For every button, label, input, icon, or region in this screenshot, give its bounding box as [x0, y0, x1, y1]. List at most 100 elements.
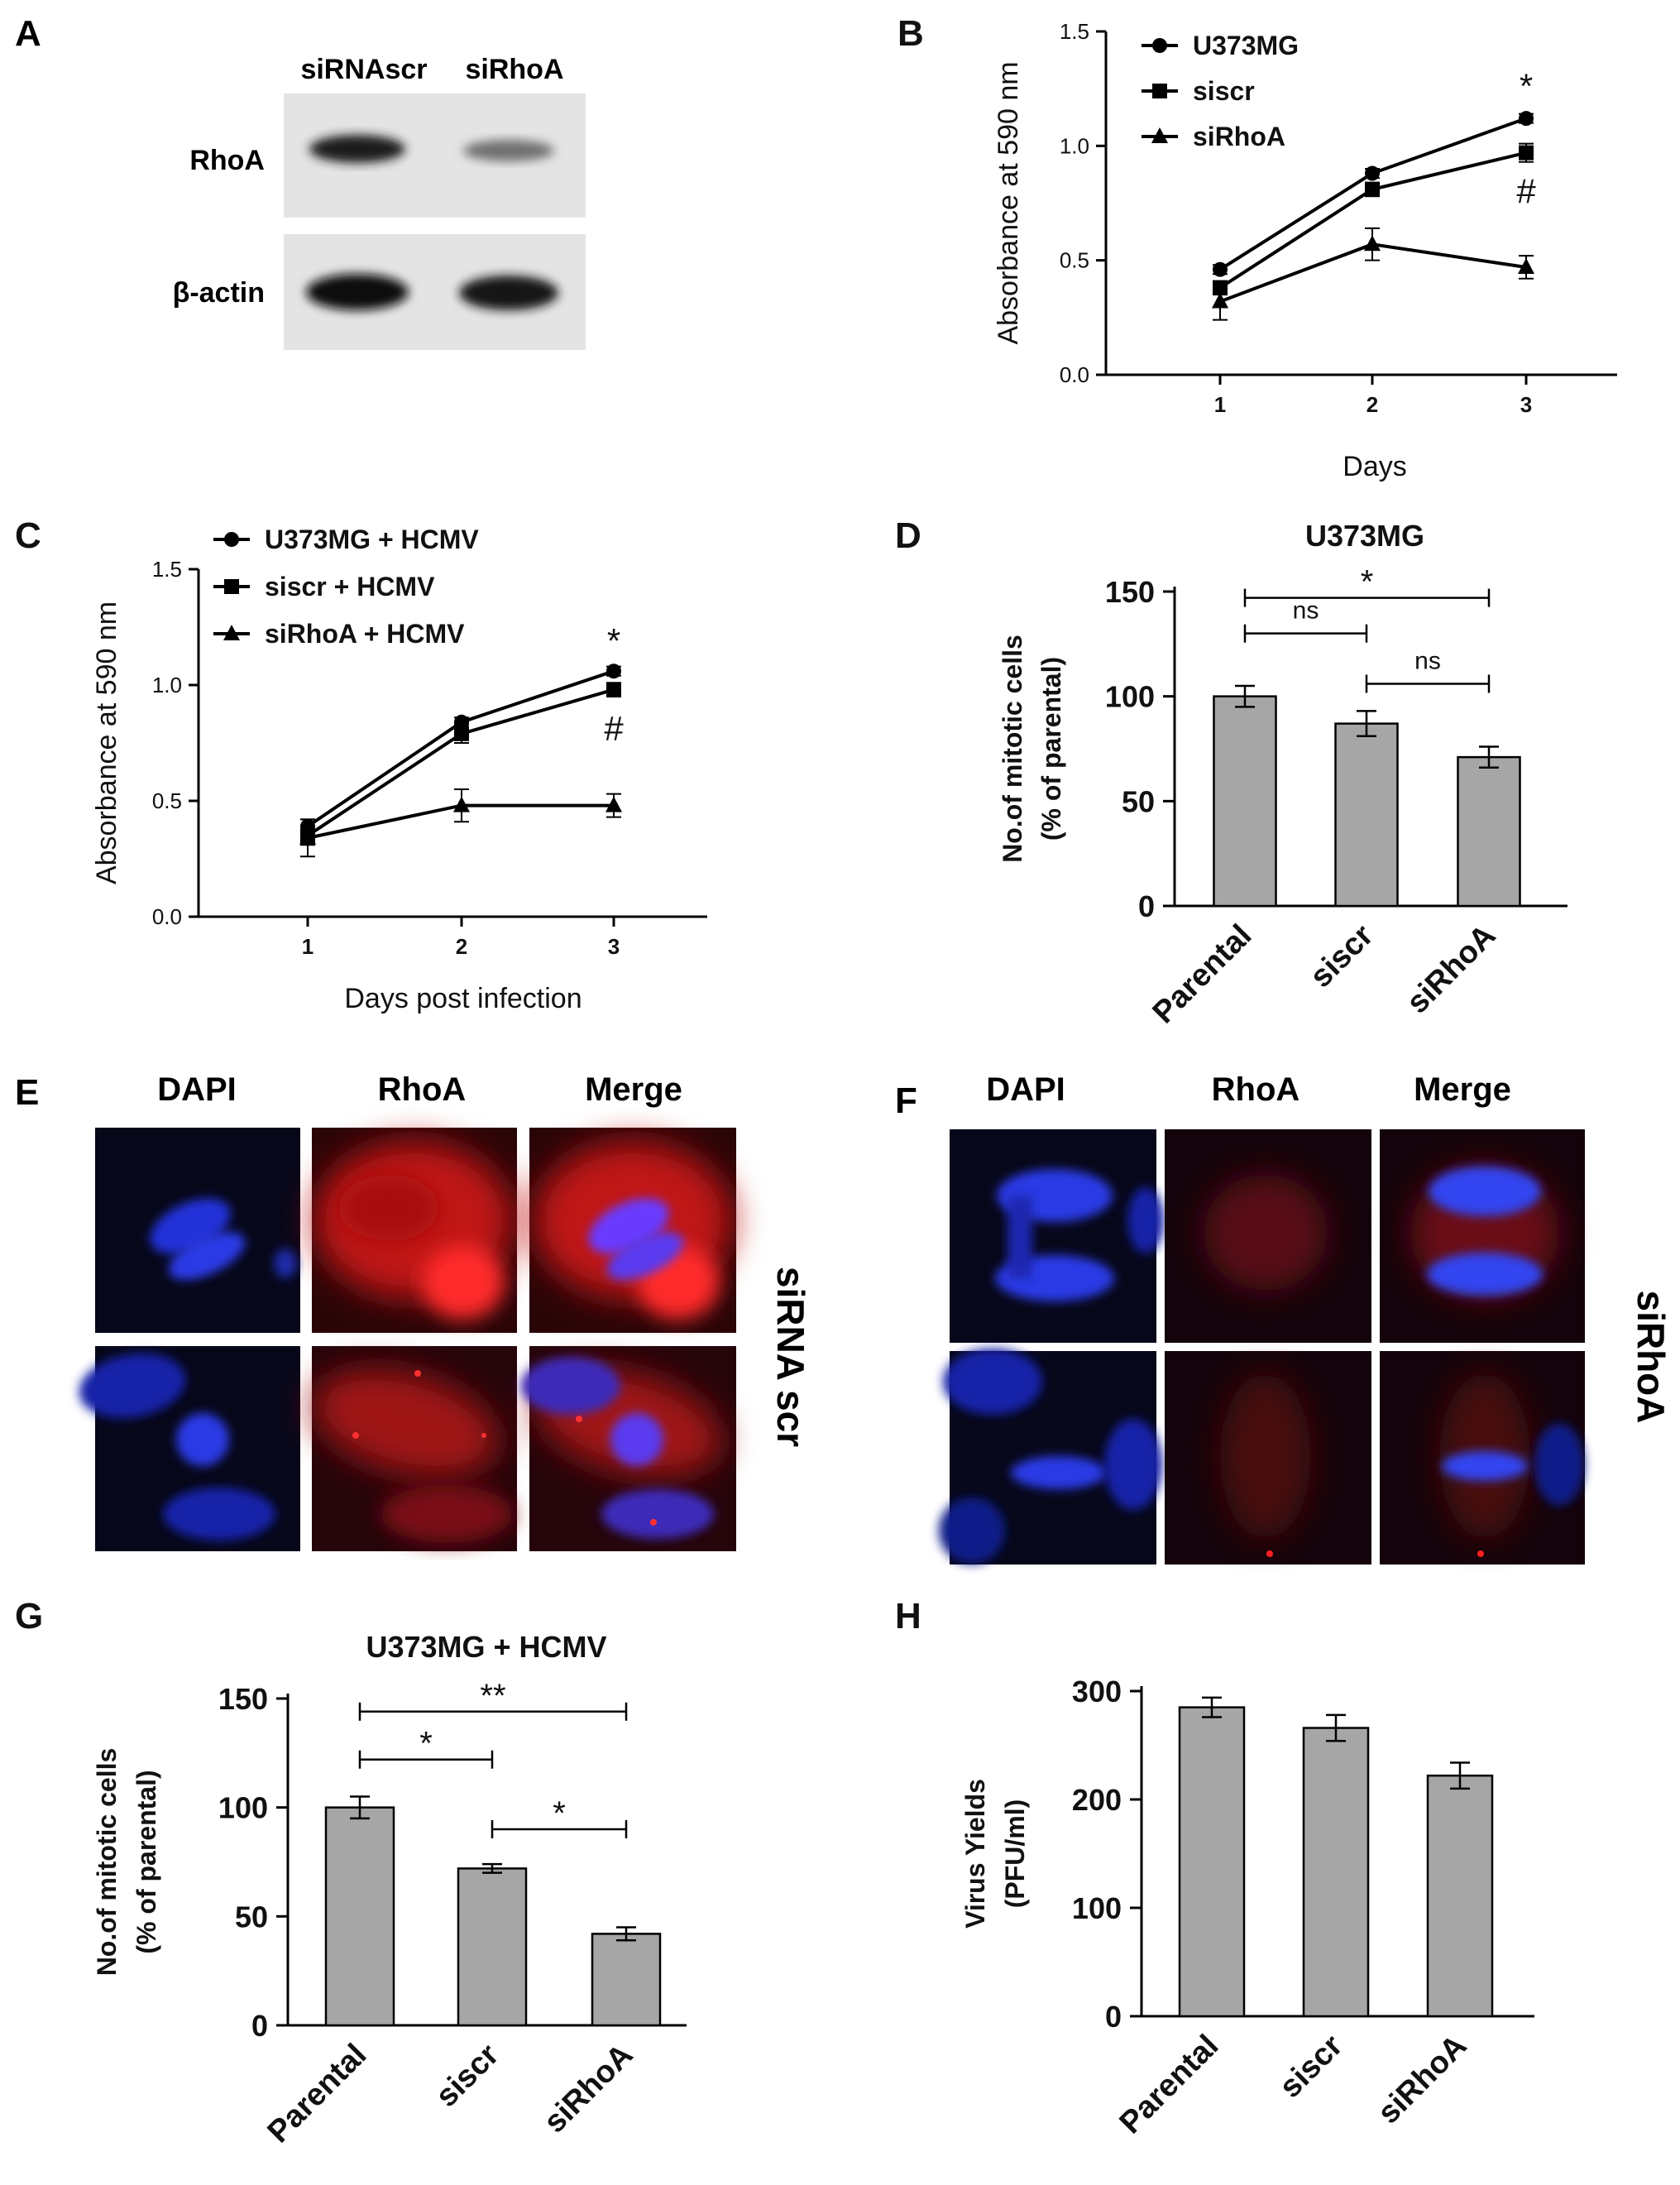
data-point [224, 579, 239, 594]
micrograph-merge [521, 1346, 736, 1551]
bar [1457, 755, 1521, 908]
data-point [1519, 145, 1534, 161]
column-label-rhoa: RhoA [378, 1071, 467, 1108]
x-tick-label: siRhoA [538, 2038, 640, 2140]
y-axis-label: (% of parental) [1036, 657, 1066, 841]
y-axis-label: Absorbance at 590 nm [91, 601, 122, 884]
chart-c: C 0.0 0.5 1.0 1.5 1 2 3 Days post infection Absor… [15, 515, 707, 1014]
chart-title: U373MG + HCMV [366, 1630, 606, 1664]
data-point [223, 625, 240, 640]
x-tick-label: 3 [1520, 392, 1532, 417]
micrograph-rhoa [312, 1128, 517, 1333]
column-label-dapi: DAPI [157, 1071, 237, 1108]
chart-b: B 0.0 0.5 1.0 1.5 1 2 3 Days Absorbance at 590 nm… [897, 13, 1617, 482]
data-point [1519, 111, 1534, 127]
significance-label: ns [1414, 647, 1441, 674]
y-tick-label: 0 [1105, 2000, 1122, 2034]
micrograph-rhoa [312, 1346, 517, 1551]
data-point [453, 796, 470, 812]
x-tick-label: Parental [261, 2038, 374, 2150]
annotation: * [1520, 66, 1533, 105]
data-point [1365, 165, 1380, 181]
y-tick-label: 0.5 [1060, 248, 1089, 273]
data-point [605, 796, 622, 812]
blot-row-label: RhoA [189, 145, 265, 176]
significance-label: * [1361, 564, 1374, 601]
y-tick-label: 150 [1105, 575, 1155, 609]
x-tick-label: siscr [1304, 918, 1381, 995]
y-axis-label: No.of mitotic cells [998, 635, 1027, 863]
blot-row-label: β-actin [173, 277, 265, 309]
y-tick-label: 150 [218, 1682, 268, 1716]
legend-label: U373MG + HCMV [265, 525, 479, 554]
y-tick-label: 0 [251, 2009, 268, 2043]
significance-label: ** [480, 1678, 505, 1714]
data-point [454, 726, 469, 741]
significance-label: ns [1293, 597, 1319, 625]
panel-letter-f: F [895, 1081, 917, 1121]
x-axis-label: Days post infection [344, 983, 582, 1014]
bar [1426, 1774, 1494, 2018]
y-axis-label: (% of parental) [132, 1770, 161, 1953]
annotation: # [1516, 172, 1536, 211]
x-tick-label: 2 [1366, 392, 1378, 417]
bar [324, 1806, 395, 2027]
legend-label: U373MG [1193, 31, 1299, 60]
blot-lane-label: siRhoA [466, 54, 564, 85]
micrograph-merge [529, 1128, 736, 1333]
side-label: siRNA scr [769, 1267, 812, 1447]
y-tick-label: 100 [1105, 680, 1155, 714]
x-axis-label: Days [1343, 451, 1406, 482]
chart-g: G U373MG + HCMV 0 50 100 150 No.of mitotic cel… [15, 1596, 687, 2149]
legend-label: siscr [1193, 76, 1255, 106]
data-point [224, 532, 239, 547]
bar [457, 1867, 528, 2027]
data-point [454, 714, 469, 730]
series-triangle [1212, 227, 1534, 321]
y-axis-label: No.of mitotic cells [92, 1748, 122, 1977]
x-tick-label: 1 [1214, 392, 1226, 417]
x-tick-label: Parental [1146, 918, 1259, 1031]
data-point [606, 664, 621, 679]
y-tick-label: 1.0 [1060, 133, 1089, 158]
data-point [1365, 181, 1380, 197]
micrograph-dapi [939, 1349, 1162, 1564]
bar [1334, 722, 1399, 908]
panel-e: E DAPI RhoA Merge siRNA scr [15, 1071, 812, 1551]
data-point [1152, 84, 1167, 98]
series-square [1213, 142, 1534, 296]
column-label-merge: Merge [585, 1071, 682, 1108]
data-point [299, 828, 316, 845]
y-tick-label: 100 [218, 1791, 268, 1825]
panel-letter: D [895, 515, 921, 556]
annotation: * [607, 621, 620, 660]
micrograph-rhoa [1165, 1129, 1371, 1343]
micrograph-merge [1380, 1129, 1585, 1343]
data-point [1212, 292, 1228, 309]
panel-letter-a: A [15, 13, 41, 54]
data-point [1518, 257, 1534, 274]
panel-letter: G [15, 1596, 43, 1636]
y-tick-label: 1.0 [152, 673, 182, 697]
x-tick-label: siRhoA [1400, 918, 1503, 1021]
significance-label: * [553, 1795, 566, 1832]
data-point [1152, 38, 1167, 53]
y-tick-label: 50 [1122, 784, 1155, 818]
chart-title: U373MG [1305, 519, 1424, 553]
panel-letter: C [15, 515, 41, 556]
y-tick-label: 300 [1072, 1675, 1122, 1708]
annotation: # [604, 709, 624, 748]
x-tick-label: siscr [429, 2038, 506, 2115]
legend-label: siRhoA [1193, 122, 1285, 151]
bar [1302, 1727, 1370, 2018]
panel-letter-e: E [15, 1072, 39, 1113]
y-tick-label: 0.5 [152, 788, 182, 813]
data-point [1151, 127, 1168, 143]
panel-letter: B [897, 13, 924, 54]
chart-d: D U373MG 0 50 100 150 No.of mitotic cells (% of… [895, 515, 1568, 1030]
micrograph-dapi [95, 1128, 300, 1333]
series-circle [300, 664, 621, 835]
blot-band [309, 135, 405, 163]
y-tick-label: 0.0 [152, 904, 182, 929]
